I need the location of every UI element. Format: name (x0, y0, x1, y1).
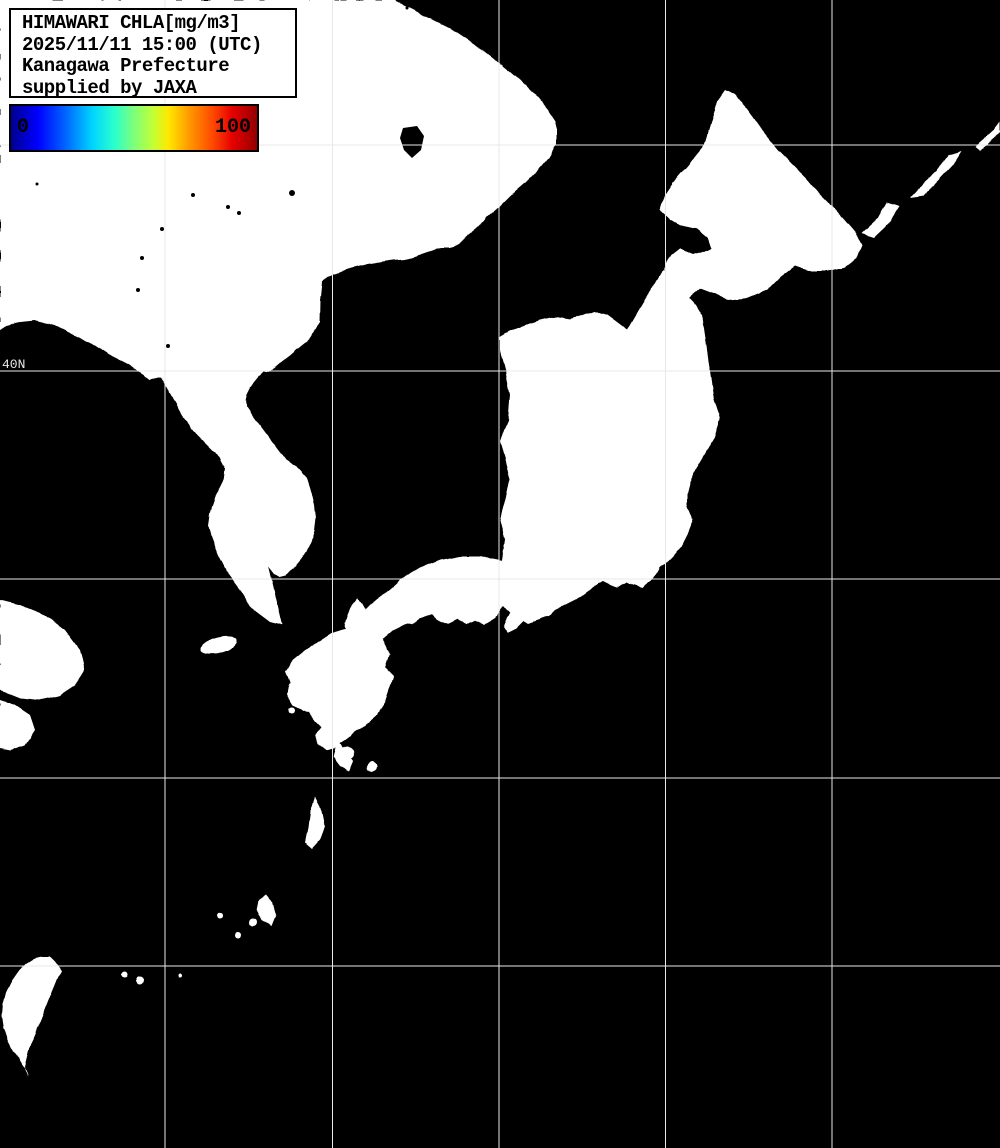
svg-text:40N: 40N (2, 357, 25, 372)
